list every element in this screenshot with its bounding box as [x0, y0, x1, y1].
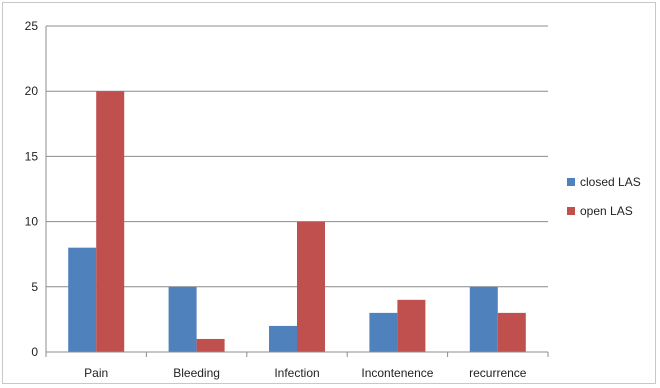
bar-open-las-recurrence — [497, 312, 526, 352]
y-tick-label: 10 — [25, 215, 39, 229]
legend-label-open-las: open LAS — [580, 204, 633, 218]
y-tick-label: 25 — [25, 19, 39, 33]
x-tick-label: Infection — [274, 366, 319, 380]
legend: closed LAS open LAS — [567, 175, 641, 218]
legend-swatch-open-las — [567, 207, 575, 215]
bar-open-las-pain — [96, 91, 125, 352]
y-tick-label: 20 — [25, 84, 39, 98]
x-tick-label: Pain — [84, 366, 108, 380]
x-tick-label: Incontenence — [361, 366, 433, 380]
bars — [68, 91, 526, 352]
bar-open-las-bleeding — [196, 338, 225, 352]
bar-closed-las-recurrence — [469, 286, 498, 352]
axes — [45, 26, 549, 357]
legend-swatch-closed-las — [567, 178, 575, 186]
y-tick-label: 15 — [25, 149, 39, 163]
x-tick-label: Bleeding — [173, 366, 220, 380]
bar-closed-las-pain — [68, 247, 97, 352]
bar-closed-las-incontenence — [369, 312, 398, 352]
legend-label-closed-las: closed LAS — [580, 175, 641, 189]
y-tick-label: 5 — [31, 280, 38, 294]
tick-labels: 0 5 10 15 20 25 Pain Bleeding Infection Incontene… — [25, 19, 527, 380]
bar-open-las-infection — [297, 221, 325, 352]
bar-closed-las-infection — [269, 325, 297, 352]
x-tick-label: recurrence — [469, 366, 527, 380]
y-tick-label: 0 — [31, 345, 38, 359]
bar-open-las-incontenence — [397, 299, 426, 352]
bar-closed-las-bleeding — [168, 286, 197, 352]
